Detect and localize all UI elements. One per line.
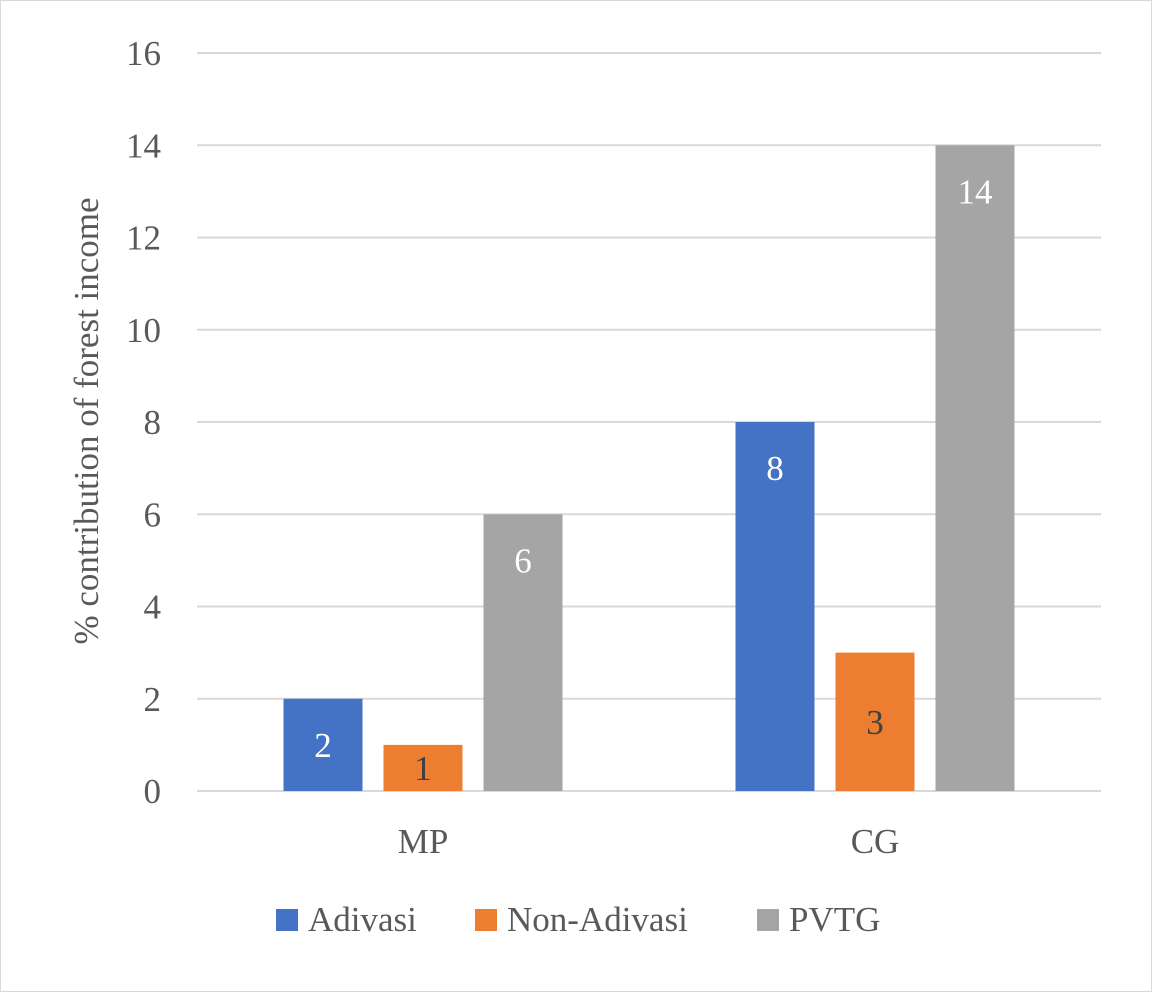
- legend: Adivasi Non-Adivasi PVTG: [276, 900, 880, 939]
- x-tick-label: CG: [851, 822, 900, 861]
- legend-swatch: [276, 909, 298, 931]
- legend-label: Non-Adivasi: [507, 900, 688, 939]
- legend-item-pvtg: PVTG: [757, 900, 880, 939]
- data-label: 3: [866, 703, 884, 742]
- y-tick-label: 2: [144, 680, 162, 719]
- data-labels: 2 1 6 8 3 14: [314, 172, 992, 788]
- legend-item-non-adivasi: Non-Adivasi: [475, 900, 688, 939]
- y-tick-label: 6: [144, 495, 162, 534]
- data-label: 8: [766, 449, 784, 488]
- legend-swatch: [757, 909, 779, 931]
- x-axis-ticks: MP CG: [398, 822, 900, 861]
- bars: [283, 145, 1015, 791]
- bar-mp-adivasi: [283, 698, 363, 791]
- legend-item-adivasi: Adivasi: [276, 900, 417, 939]
- y-tick-label: 16: [126, 34, 161, 73]
- legend-swatch: [475, 909, 497, 931]
- y-tick-label: 10: [126, 311, 161, 350]
- bar-cg-adivasi: [735, 422, 815, 791]
- y-axis-ticks: 0 2 4 6 8 10 12 14 16: [126, 34, 161, 811]
- y-tick-label: 8: [144, 403, 162, 442]
- y-tick-label: 12: [126, 219, 161, 258]
- x-tick-label: MP: [398, 822, 449, 861]
- data-label: 14: [958, 172, 993, 211]
- data-label: 2: [314, 726, 332, 765]
- y-tick-label: 14: [126, 126, 161, 165]
- bar-cg-non-adivasi: [835, 652, 915, 791]
- y-tick-label: 4: [144, 588, 162, 627]
- bar-cg-pvtg: [935, 145, 1015, 791]
- data-label: 1: [414, 749, 432, 788]
- legend-label: PVTG: [789, 900, 880, 939]
- data-label: 6: [514, 541, 532, 580]
- y-axis-label: % contribution of forest income: [67, 197, 106, 644]
- bar-mp-pvtg: [483, 514, 563, 791]
- bar-mp-non-adivasi: [383, 744, 463, 791]
- legend-label: Adivasi: [308, 900, 417, 939]
- y-tick-label: 0: [144, 772, 162, 811]
